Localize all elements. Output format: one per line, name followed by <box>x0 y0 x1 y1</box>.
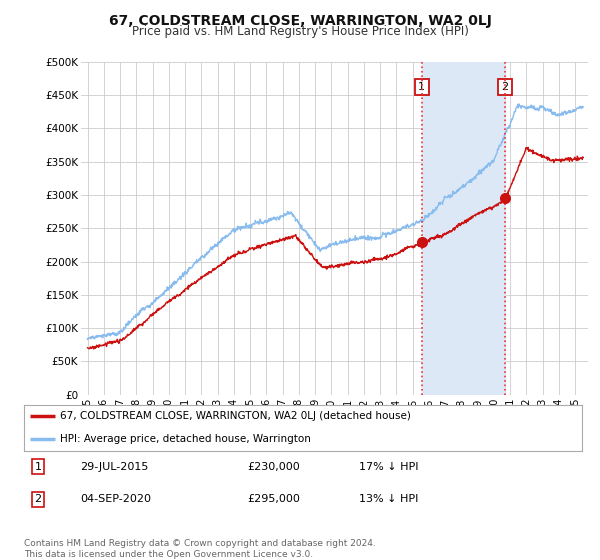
Text: Price paid vs. HM Land Registry's House Price Index (HPI): Price paid vs. HM Land Registry's House … <box>131 25 469 38</box>
Text: 1: 1 <box>34 461 41 472</box>
Bar <box>422 62 505 395</box>
Text: £230,000: £230,000 <box>247 461 300 472</box>
Text: 17% ↓ HPI: 17% ↓ HPI <box>359 461 418 472</box>
Text: 29-JUL-2015: 29-JUL-2015 <box>80 461 148 472</box>
Text: 67, COLDSTREAM CLOSE, WARRINGTON, WA2 0LJ: 67, COLDSTREAM CLOSE, WARRINGTON, WA2 0L… <box>109 14 491 28</box>
Text: £295,000: £295,000 <box>247 494 300 505</box>
Text: 04-SEP-2020: 04-SEP-2020 <box>80 494 151 505</box>
Text: 2: 2 <box>501 82 508 92</box>
Text: 1: 1 <box>418 82 425 92</box>
Text: Contains HM Land Registry data © Crown copyright and database right 2024.
This d: Contains HM Land Registry data © Crown c… <box>24 539 376 559</box>
Text: 13% ↓ HPI: 13% ↓ HPI <box>359 494 418 505</box>
Text: 2: 2 <box>34 494 41 505</box>
Text: 67, COLDSTREAM CLOSE, WARRINGTON, WA2 0LJ (detached house): 67, COLDSTREAM CLOSE, WARRINGTON, WA2 0L… <box>60 412 411 421</box>
Text: HPI: Average price, detached house, Warrington: HPI: Average price, detached house, Warr… <box>60 435 311 444</box>
